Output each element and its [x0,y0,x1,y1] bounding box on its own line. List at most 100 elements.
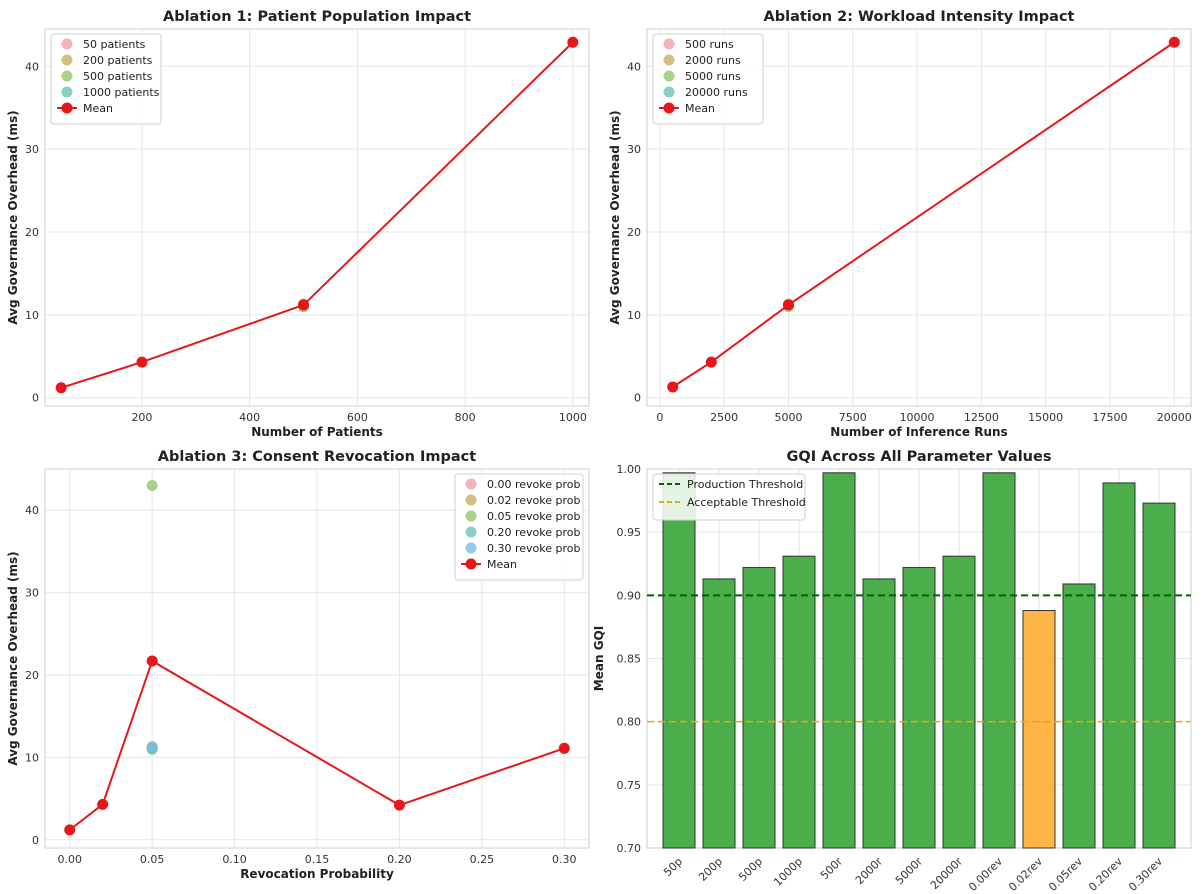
legend-marker [465,558,477,570]
legend-marker [465,526,477,538]
x-tick-label: 2500 [710,411,738,424]
y-tick-label: 1.00 [617,463,642,476]
legend-entry: 0.20 revoke prob [487,526,581,539]
legend-marker [663,70,675,82]
legend-marker [663,86,675,98]
legend-entry: Mean [83,102,113,115]
legend-marker [61,86,73,98]
mean-point [558,742,570,754]
bar-0.30rev [1142,502,1176,849]
x-tick-label: 200 [131,411,152,424]
y-tick-label: 0 [32,392,39,405]
mean-point [705,356,717,368]
x-tick-label: 0.10 [222,853,247,866]
legend-marker [663,54,675,66]
legend-marker [61,38,73,50]
legend-entry: 2000 runs [685,54,741,67]
x-tick-label: 0 [656,411,663,424]
legend-marker [465,542,477,554]
bar-0.05rev [1062,583,1096,849]
x-tick-label: 0.20 [387,853,412,866]
y-tick-label: 40 [25,504,39,517]
mean-point [136,356,148,368]
mean-point [298,299,310,311]
mean-point [782,299,794,311]
x-tick-label: 20000 [1157,411,1192,424]
chart-1: Ablation 1: Patient Population Impact 0 10… [6,9,590,439]
x-tick-label: 0.05 [140,853,165,866]
mean-point [567,36,579,48]
y-tick-label: 0.85 [617,653,642,666]
y-tick-label: 20 [627,226,641,239]
chart-title: Ablation 1: Patient Population Impact [163,9,471,25]
mean-point [146,655,158,667]
chart-4: GQI Across All Parameter Values 0.70 0.75 0… [592,449,1192,894]
mean-line [672,41,1175,388]
y-tick-label: 30 [627,143,641,156]
bar-0.02rev [1022,609,1056,849]
x-tick-label: 0.20rev [1086,855,1125,894]
plot-frame [44,28,590,407]
x-tick-label: 20000r [928,855,965,892]
y-tick-label: 40 [627,60,641,73]
chart-3: Ablation 3: Consent Revocation Impact 0 10… [6,449,590,881]
legend-entry: 1000 patients [83,86,160,99]
chart-title: GQI Across All Parameter Values [787,449,1052,465]
bar-500r [822,472,856,849]
legend-marker [663,38,675,50]
y-tick-label: 0 [32,834,39,847]
bar-0.20rev [1102,482,1136,849]
legend-entry: 0.05 revoke prob [487,510,581,523]
x-tick-label: 0.30 [552,853,577,866]
x-tick-label: 500p [736,855,765,884]
x-tick-label: 1000p [771,855,805,889]
x-tick-label: 15000 [1028,411,1063,424]
x-tick-label: 0.30rev [1126,855,1165,894]
legend-box [652,473,806,521]
y-tick-label: 0.95 [617,526,642,539]
x-tick-label: 0.00rev [966,855,1005,894]
x-tick-label: 200p [696,855,725,884]
bar-500p [742,567,776,849]
legend-entry: Mean [685,102,715,115]
plot-frame [44,468,590,849]
bar-0.00rev [982,472,1016,849]
mean-point [393,799,405,811]
legend: 0.00 revoke prob 0.02 revoke prob 0.05 rev… [454,473,584,581]
legend-box [454,473,584,581]
legend-entry: 0.02 revoke prob [487,494,581,507]
y-tick-label: 10 [25,751,39,764]
scatter-point [146,479,158,491]
x-axis-label: Number of Inference Runs [830,425,1007,439]
y-tick-label: 10 [627,309,641,322]
legend-entry: Production Threshold [687,478,803,491]
legend-marker [663,102,675,114]
legend-box [652,33,764,125]
chart-2: Ablation 2: Workload Intensity Impact 0 10… [608,9,1192,439]
bar-200p [702,578,736,849]
x-tick-label: 600 [347,411,368,424]
legend: Production Threshold Acceptable Threshold [652,473,806,521]
bar-2000r [862,578,896,849]
y-axis-label: Avg Governance Overhead (ms) [6,110,20,324]
y-tick-label: 0 [634,392,641,405]
bar-1000p [782,555,816,849]
mean-point [97,798,109,810]
legend-entry: 50 patients [83,38,146,51]
x-tick-label: 800 [455,411,476,424]
y-tick-label: 30 [25,143,39,156]
y-axis-label: Mean GQI [592,626,606,691]
x-tick-label: 50p [661,855,685,879]
x-tick-label: 17500 [1092,411,1127,424]
legend-marker [465,478,477,490]
x-tick-label: 0.05rev [1046,855,1085,894]
x-tick-label: 1000 [559,411,587,424]
y-axis-label: Avg Governance Overhead (ms) [608,110,622,324]
y-tick-label: 40 [25,60,39,73]
x-tick-label: 500r [818,855,846,883]
x-axis-label: Number of Patients [251,425,383,439]
scatter-point [146,741,158,753]
legend-entry: Mean [487,558,517,571]
legend-entry: 0.30 revoke prob [487,542,581,555]
